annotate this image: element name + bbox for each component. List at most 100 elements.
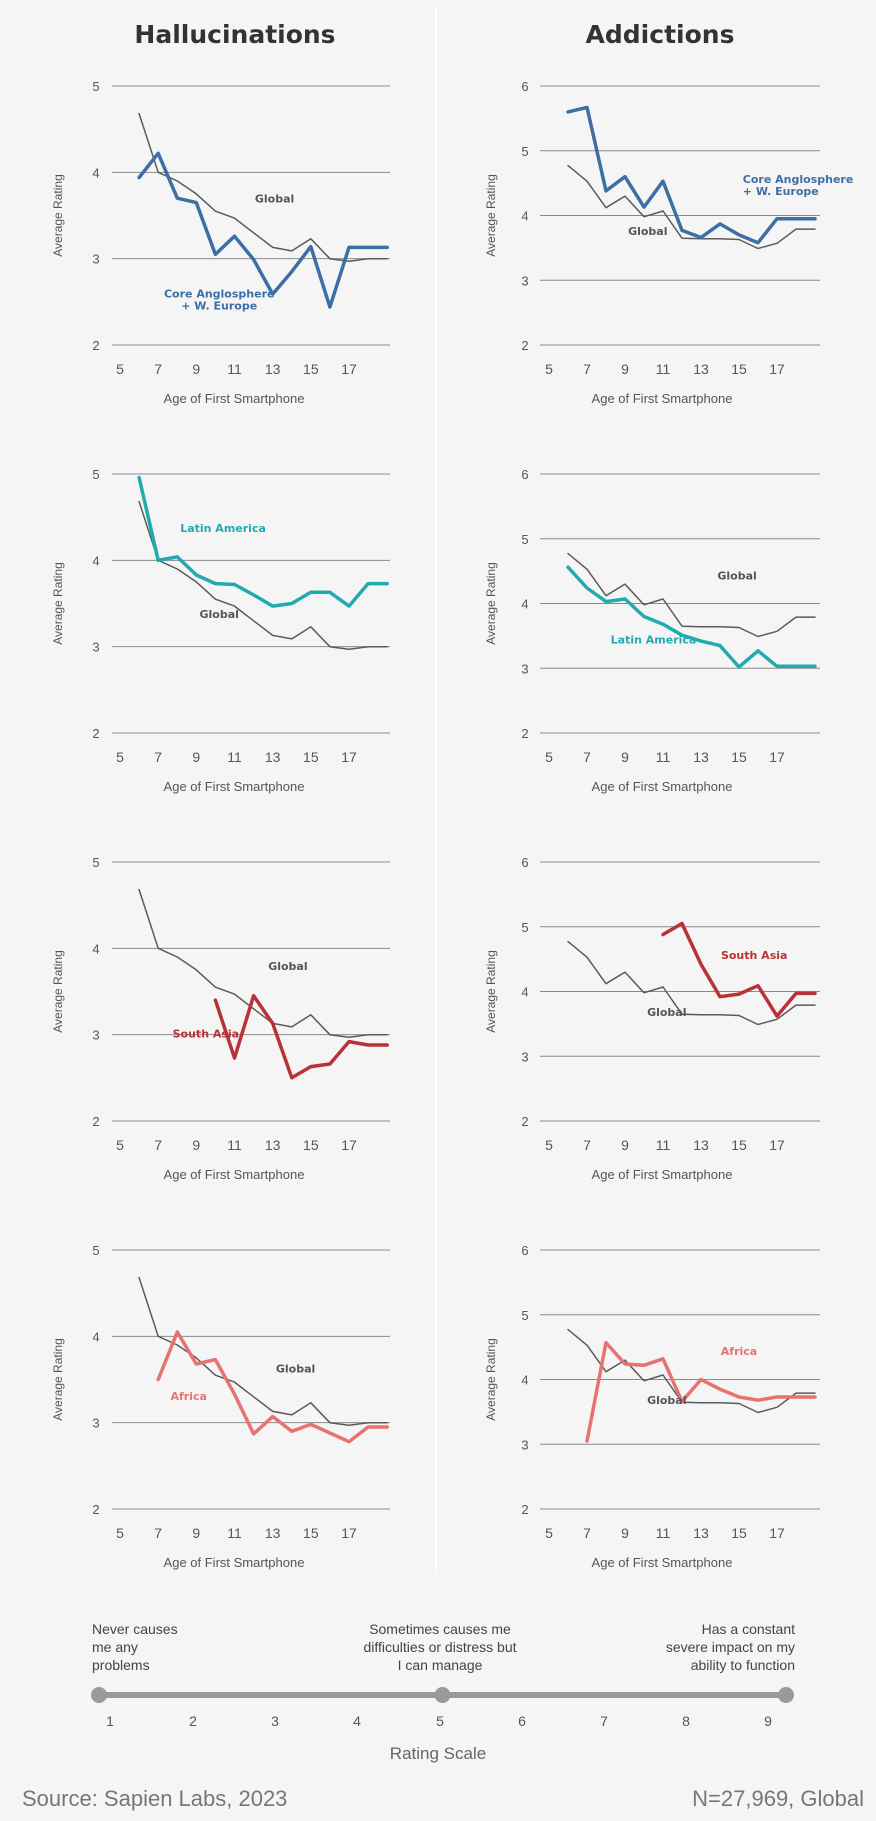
y-tick-label: 4 [521,597,528,612]
y-tick-label: 6 [521,1243,528,1258]
x-tick-label: 7 [154,749,162,765]
x-tick-label: 5 [116,361,124,377]
x-tick-label: 5 [545,1525,553,1541]
region-series-label: Africa [721,1345,757,1358]
addictions-title: Addictions [585,20,735,49]
x-tick-label: 7 [583,1137,591,1153]
rating-scale-tick: 5 [436,1713,444,1729]
column-divider [435,10,437,1570]
hallucinations-title: Hallucinations [134,20,336,49]
region-series-label: South Asia [173,1027,239,1040]
x-tick-label: 13 [265,361,281,377]
y-axis-label: Average Rating [484,950,498,1033]
chart-panel-addictions-africa: 2 3 4 5 6 5 7 9 11 13 15 17 Age of First Smartphone A… [484,1243,820,1570]
y-tick-label: 5 [521,144,528,159]
x-axis-label: Age of First Smartphone [592,779,733,794]
rating-scale-tick: 7 [600,1713,608,1729]
rating-scale-tick: 9 [764,1713,772,1729]
x-tick-label: 13 [693,1137,709,1153]
y-axis-label: Average Rating [484,1338,498,1421]
x-tick-label: 17 [769,1525,785,1541]
x-tick-label: 5 [116,749,124,765]
chart-panel-addictions-anglosphere: 2 3 4 5 6 5 7 9 11 13 15 17 Age of First Smartphone A… [484,79,853,406]
region-series-label: + W. Europe [181,300,257,313]
global-series-label: Global [255,193,294,206]
y-tick-label: 6 [521,855,528,870]
global-series-label: Global [268,960,307,973]
x-tick-label: 9 [192,1137,200,1153]
chart-panel-hallucinations-anglosphere: 2 3 4 5 5 7 9 11 13 15 17 Age of First Smartphone Av… [51,79,390,406]
x-tick-label: 13 [265,1137,281,1153]
region-series-line [566,565,817,669]
global-series-label: Global [628,225,667,238]
x-axis-label: Age of First Smartphone [592,391,733,406]
y-tick-label: 4 [92,165,99,180]
chart-panel-hallucinations-latin-america: 2 3 4 5 5 7 9 11 13 15 17 Age of First Smartphone Av… [51,467,390,794]
y-axis-label: Average Rating [51,950,65,1033]
y-tick-label: 6 [521,79,528,94]
scale-high-label: Has a constant severe impact on my ability… [665,1621,795,1673]
region-series-line [585,1340,817,1443]
region-series-label: Core Anglosphere [164,288,275,301]
x-tick-label: 15 [303,1525,319,1541]
global-series-line [567,164,816,250]
global-series-label: Global [647,1006,686,1019]
x-tick-label: 9 [192,749,200,765]
x-axis-label: Age of First Smartphone [164,1167,305,1182]
y-tick-label: 4 [92,941,99,956]
source-note: Source: Sapien Labs, 2023 [22,1786,288,1811]
rating-scale-tick: 3 [271,1713,279,1729]
x-tick-label: 17 [769,749,785,765]
rating-scale-marker [434,1687,451,1703]
x-tick-label: 15 [303,749,319,765]
global-series-line [567,940,816,1026]
global-series-line [567,1328,816,1414]
x-tick-label: 5 [545,361,553,377]
y-axis-label: Average Rating [51,174,65,257]
x-tick-label: 9 [621,1525,629,1541]
rating-scale-tick: 4 [353,1713,361,1729]
y-tick-label: 2 [521,1114,528,1129]
global-series-line [138,1276,388,1427]
x-tick-label: 5 [545,1137,553,1153]
region-series-label: Core Anglosphere [743,173,854,186]
x-tick-label: 13 [265,749,281,765]
chart-panel-hallucinations-africa: 2 3 4 5 5 7 9 11 13 15 17 Age of First Smartphone Av… [51,1243,390,1570]
y-tick-label: 2 [92,338,99,353]
y-tick-label: 2 [92,1502,99,1517]
x-tick-label: 17 [769,361,785,377]
x-tick-label: 7 [583,749,591,765]
y-tick-label: 3 [92,252,99,267]
x-axis-label: Age of First Smartphone [164,1555,305,1570]
x-tick-label: 9 [192,361,200,377]
x-tick-label: 17 [341,749,357,765]
x-tick-label: 15 [731,749,747,765]
y-tick-label: 5 [92,467,99,482]
global-series-line [567,552,816,638]
x-tick-label: 5 [116,1525,124,1541]
chart-panel-hallucinations-south-asia: 2 3 4 5 5 7 9 11 13 15 17 Age of First Smartphone Av… [51,855,390,1182]
y-tick-label: 4 [521,1373,528,1388]
global-series-label: Global [200,608,239,621]
x-tick-label: 15 [731,361,747,377]
y-axis-label: Average Rating [51,562,65,645]
x-tick-label: 15 [303,1137,319,1153]
x-tick-label: 9 [621,361,629,377]
x-tick-label: 13 [693,749,709,765]
y-tick-label: 2 [521,338,528,353]
x-tick-label: 17 [341,1137,357,1153]
x-tick-label: 5 [116,1137,124,1153]
y-tick-label: 4 [92,553,99,568]
global-series-line [138,500,388,651]
y-tick-label: 3 [521,273,528,288]
rating-scale-tick: 2 [189,1713,197,1729]
x-axis-label: Age of First Smartphone [592,1167,733,1182]
y-axis-label: Average Rating [484,174,498,257]
x-tick-label: 17 [341,1525,357,1541]
x-tick-label: 7 [583,1525,591,1541]
x-tick-label: 17 [769,1137,785,1153]
global-series-label: Global [647,1394,686,1407]
y-tick-label: 5 [521,532,528,547]
x-tick-label: 11 [656,749,671,765]
